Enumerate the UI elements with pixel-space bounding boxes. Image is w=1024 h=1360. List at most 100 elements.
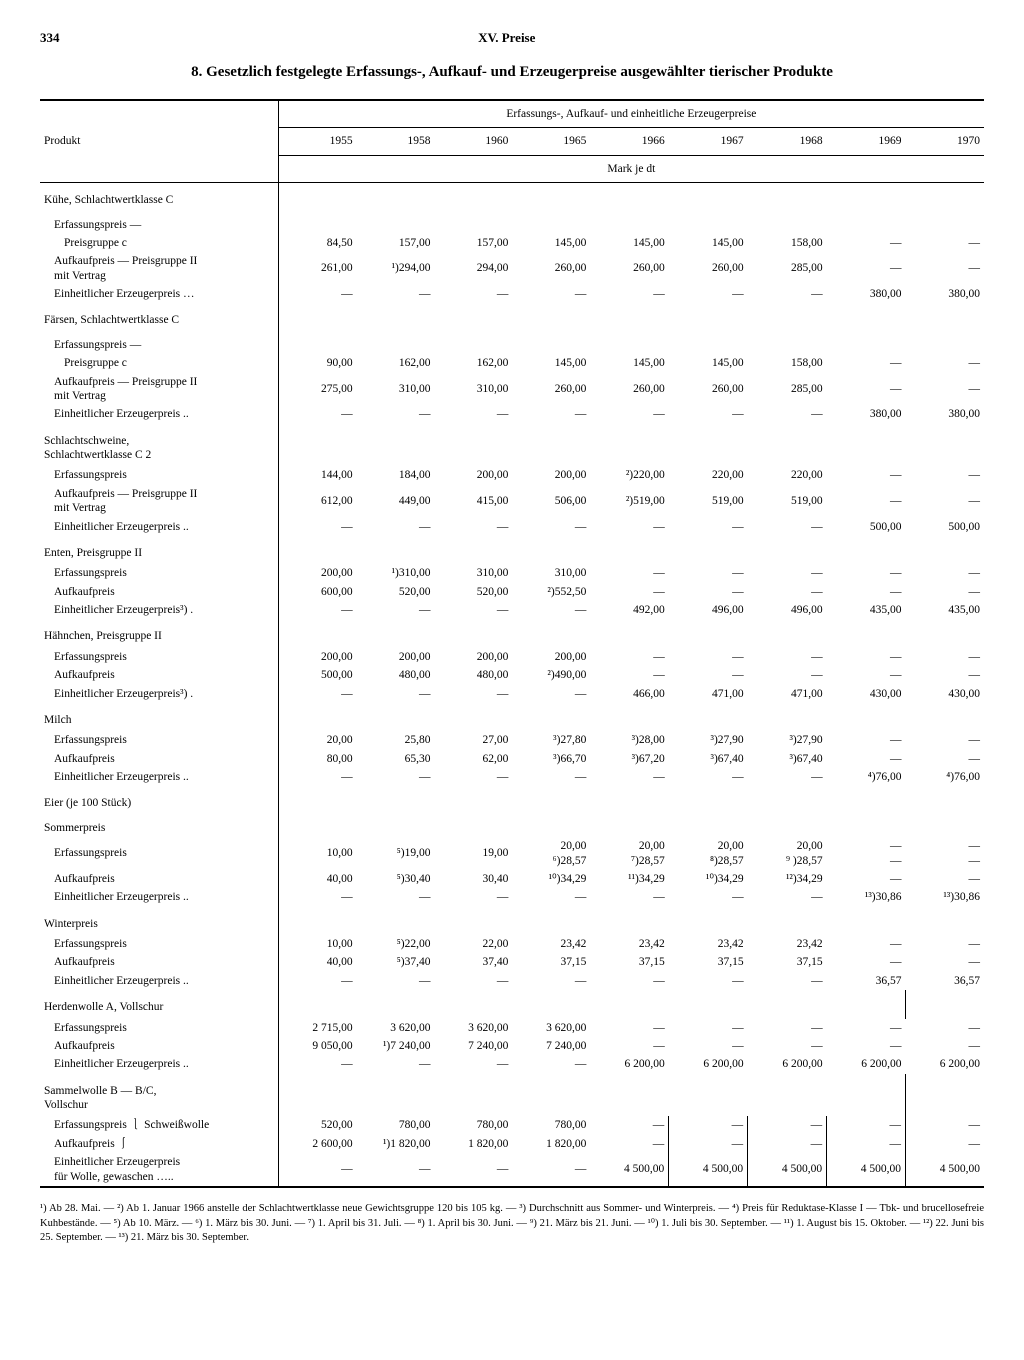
cell: 780,00	[512, 1116, 590, 1134]
year-header: 1965	[512, 128, 590, 155]
cell: 23,42	[512, 935, 590, 953]
col-product-header: Produkt	[40, 100, 278, 183]
cell: 520,00	[435, 583, 513, 601]
span-header: Erfassungs-, Aufkauf- und einheitliche E…	[278, 100, 984, 128]
cell: 6 200,00	[748, 1055, 827, 1073]
cell: 158,00	[748, 354, 827, 372]
cell: 20,00⁶)28,57	[512, 837, 590, 870]
sub-label: Erfassungspreis —	[40, 332, 278, 354]
cell: —	[669, 564, 748, 582]
cell: —	[278, 888, 356, 906]
cell: 612,00	[278, 485, 356, 518]
cell: 23,42	[748, 935, 827, 953]
cell: —	[278, 972, 356, 990]
cell: 780,00	[435, 1116, 513, 1134]
sub-label: Erfassungspreis —	[40, 212, 278, 234]
cell: —	[827, 953, 906, 971]
cell: 3 620,00	[512, 1019, 590, 1037]
cell: —	[435, 285, 513, 303]
cell: ——	[827, 837, 906, 870]
cell: 23,42	[669, 935, 748, 953]
cell: —	[748, 564, 827, 582]
cell: ⁵)30,40	[357, 870, 435, 888]
cell: —	[906, 354, 984, 372]
cell: 36,57	[827, 972, 906, 990]
cell: 2 600,00	[278, 1135, 356, 1153]
cell: 260,00	[512, 373, 590, 406]
cell: ⁴)76,00	[906, 768, 984, 786]
cell: 471,00	[748, 685, 827, 703]
cell: 144,00	[278, 466, 356, 484]
year-header: 1966	[590, 128, 668, 155]
row-label: Preisgruppe c	[40, 354, 278, 372]
row-label: Einheitlicher Erzeugerpreis ..	[40, 1055, 278, 1073]
cell: —	[590, 1135, 668, 1153]
cell: —	[827, 373, 906, 406]
cell: 36,57	[906, 972, 984, 990]
cell: —	[748, 285, 827, 303]
section-label: Sammelwolle B — B/C,Vollschur	[40, 1074, 278, 1117]
cell: —	[278, 405, 356, 423]
row-label: Aufkaufpreis — Preisgruppe IImit Vertrag	[40, 373, 278, 406]
cell: —	[278, 685, 356, 703]
cell: 37,40	[435, 953, 513, 971]
cell: —	[669, 1037, 748, 1055]
cell: ——	[906, 837, 984, 870]
cell: 4 500,00	[669, 1153, 748, 1187]
cell: 157,00	[435, 234, 513, 252]
cell: 20,00	[278, 731, 356, 749]
cell: —	[748, 648, 827, 666]
cell: —	[590, 518, 668, 536]
cell: —	[590, 564, 668, 582]
cell: —	[827, 935, 906, 953]
cell: —	[357, 601, 435, 619]
cell: —	[512, 1153, 590, 1187]
cell: ¹)310,00	[357, 564, 435, 582]
cell: 261,00	[278, 252, 356, 285]
cell: 200,00	[357, 648, 435, 666]
cell: 285,00	[748, 252, 827, 285]
cell: —	[906, 466, 984, 484]
cell: —	[669, 583, 748, 601]
cell: 10,00	[278, 837, 356, 870]
cell: 3 620,00	[435, 1019, 513, 1037]
cell: —	[590, 583, 668, 601]
cell: 4 500,00	[590, 1153, 668, 1187]
cell: 430,00	[906, 685, 984, 703]
cell: 40,00	[278, 953, 356, 971]
section-label: Winterpreis	[40, 907, 278, 935]
cell: 220,00	[748, 466, 827, 484]
cell: 22,00	[435, 935, 513, 953]
section-label: Schlachtschweine,Schlachtwertklasse C 2	[40, 424, 278, 467]
cell: —	[827, 583, 906, 601]
cell: —	[906, 1019, 984, 1037]
cell: —	[827, 1019, 906, 1037]
cell: —	[748, 583, 827, 601]
cell: 145,00	[669, 354, 748, 372]
cell: —	[669, 666, 748, 684]
cell: 40,00	[278, 870, 356, 888]
cell: —	[357, 405, 435, 423]
cell: ³)27,90	[748, 731, 827, 749]
cell: —	[590, 888, 668, 906]
cell: —	[827, 648, 906, 666]
cell: —	[748, 518, 827, 536]
cell: 435,00	[827, 601, 906, 619]
cell: —	[906, 666, 984, 684]
cell: 37,15	[748, 953, 827, 971]
cell: —	[590, 405, 668, 423]
cell: 37,15	[669, 953, 748, 971]
cell: 496,00	[669, 601, 748, 619]
cell: —	[906, 935, 984, 953]
cell: —	[827, 564, 906, 582]
cell: 145,00	[669, 234, 748, 252]
cell: ²)552,50	[512, 583, 590, 601]
cell: —	[357, 518, 435, 536]
sub2-label: Sommerpreis	[40, 815, 278, 837]
cell: 19,00	[435, 837, 513, 870]
cell: 184,00	[357, 466, 435, 484]
cell: ⁵)37,40	[357, 953, 435, 971]
cell: 1 820,00	[512, 1135, 590, 1153]
cell: 260,00	[590, 252, 668, 285]
cell: —	[278, 601, 356, 619]
